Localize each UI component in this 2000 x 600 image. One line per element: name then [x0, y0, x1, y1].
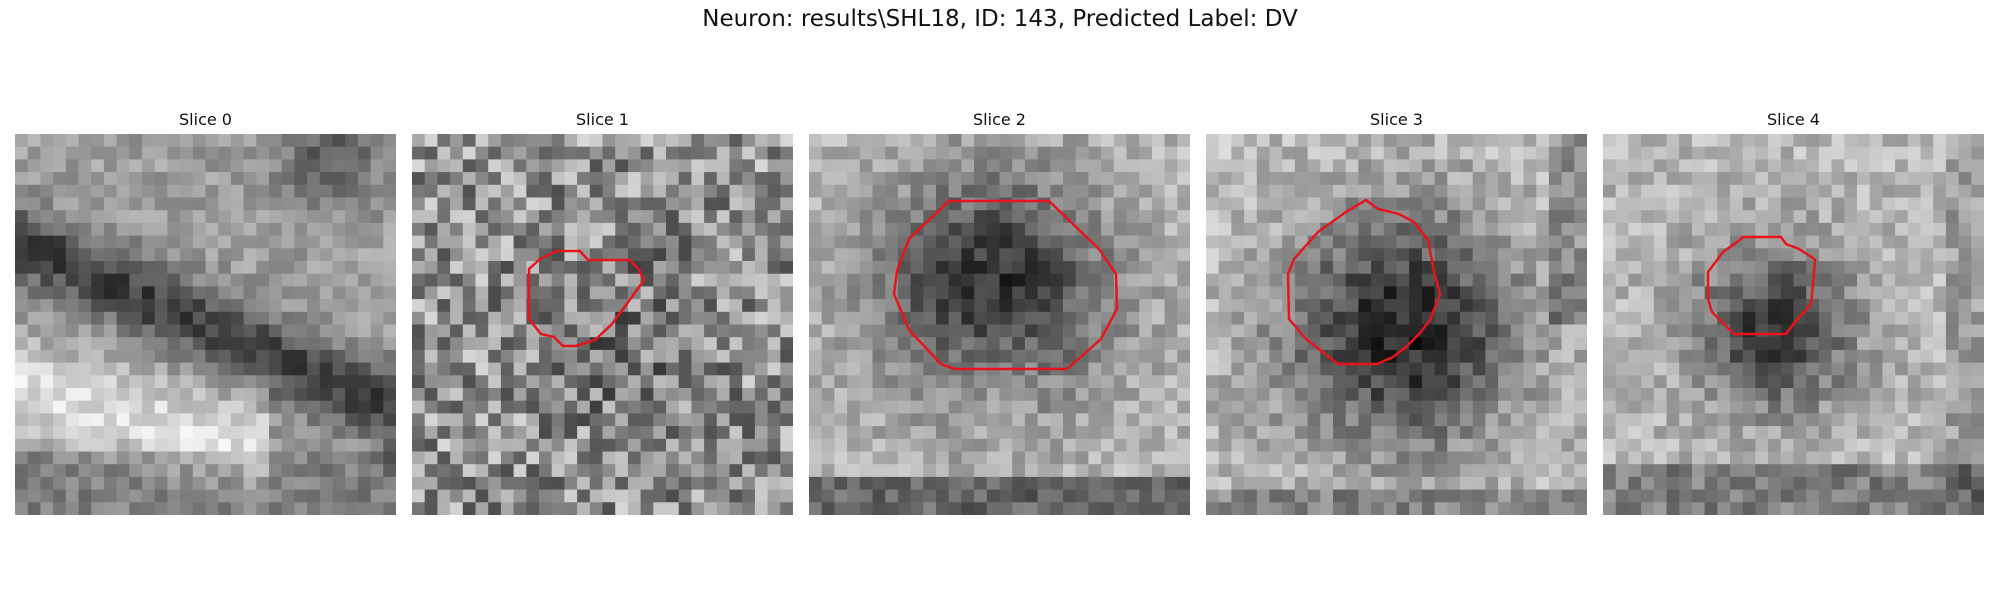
segmentation-contour — [892, 199, 1119, 371]
panel-title: Slice 1 — [576, 110, 629, 129]
panel-title: Slice 3 — [1370, 110, 1423, 129]
segmentation-contour — [1286, 198, 1442, 366]
panel-title: Slice 2 — [973, 110, 1026, 129]
figure-title: Neuron: results\SHL18, ID: 143, Predicte… — [702, 6, 1298, 32]
panel-title: Slice 0 — [179, 110, 232, 129]
slice-image-2 — [809, 134, 1190, 515]
slice-image-3 — [1206, 134, 1587, 515]
panel-title: Slice 4 — [1767, 110, 1820, 129]
slice-image-1 — [412, 134, 793, 515]
slice-image-0 — [15, 134, 396, 515]
segmentation-contour — [1706, 235, 1817, 336]
slice-image-4 — [1603, 134, 1984, 515]
segmentation-contour — [527, 249, 646, 348]
